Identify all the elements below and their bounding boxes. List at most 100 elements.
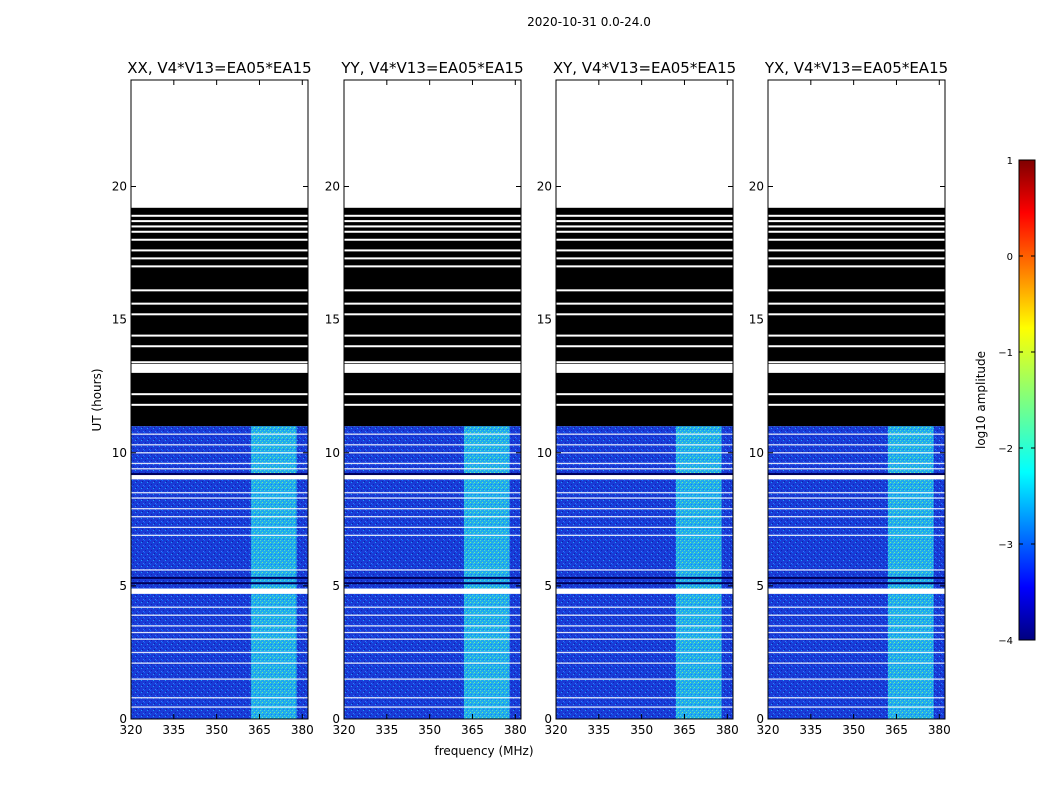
data-gap-line bbox=[768, 492, 945, 494]
data-gap-line bbox=[344, 497, 521, 499]
data-gap-line bbox=[131, 492, 308, 494]
gap-band bbox=[768, 364, 945, 373]
gap-line bbox=[768, 238, 945, 241]
flagged-region bbox=[768, 207, 945, 427]
data-gap-line bbox=[768, 678, 945, 680]
data-gap-line bbox=[344, 433, 521, 435]
data-gap-line bbox=[768, 462, 945, 465]
data-gap-line bbox=[768, 606, 945, 608]
data-gap-line bbox=[768, 497, 945, 499]
x-tick-label: 365 bbox=[885, 723, 908, 737]
data-gap-line bbox=[768, 534, 945, 536]
gap-line bbox=[344, 289, 521, 292]
gap-line bbox=[768, 334, 945, 337]
gap-line bbox=[768, 313, 945, 316]
x-tick-label: 380 bbox=[504, 723, 527, 737]
dark-line bbox=[768, 576, 945, 579]
gap-band bbox=[556, 364, 733, 373]
data-gap-line bbox=[556, 625, 733, 627]
data-gap-line bbox=[131, 534, 308, 536]
data-gap-line bbox=[556, 638, 733, 640]
gap-line bbox=[344, 313, 521, 316]
data-gap-line bbox=[131, 462, 308, 465]
x-tick-label: 380 bbox=[928, 723, 951, 737]
data-gap-line bbox=[768, 516, 945, 518]
panel-0: XX, V4*V13=EA05*EA15 320 335 350 365 380 0 5 10 1… bbox=[112, 59, 314, 737]
gap-line bbox=[344, 403, 521, 406]
gap-line bbox=[768, 230, 945, 233]
data-gap-line bbox=[556, 492, 733, 494]
gap-line bbox=[344, 225, 521, 228]
gap-line bbox=[556, 214, 733, 217]
gap-line bbox=[344, 257, 521, 260]
data-gap-line bbox=[556, 452, 733, 454]
data-gap-line bbox=[131, 625, 308, 627]
data-gap-line bbox=[556, 697, 733, 699]
y-tick-label: 20 bbox=[749, 180, 764, 194]
gap-line bbox=[556, 403, 733, 406]
x-tick-label: 380 bbox=[291, 723, 314, 737]
gap-line bbox=[768, 361, 945, 364]
x-tick-label: 365 bbox=[461, 723, 484, 737]
gap-line bbox=[131, 238, 308, 241]
gap-line bbox=[344, 302, 521, 305]
gap-line bbox=[344, 238, 521, 241]
y-tick-label: 20 bbox=[112, 180, 127, 194]
dark-line bbox=[131, 576, 308, 579]
panel-frame bbox=[555, 79, 734, 720]
panel-frame bbox=[130, 79, 309, 720]
gap-line bbox=[131, 249, 308, 252]
x-tick-label: 350 bbox=[630, 723, 653, 737]
data-gap-line bbox=[556, 468, 733, 470]
gap-line bbox=[131, 220, 308, 223]
gap-line bbox=[344, 345, 521, 348]
panels: XX, V4*V13=EA05*EA15 320 335 350 365 380 0 5 10 1… bbox=[112, 59, 951, 737]
gap-line bbox=[344, 220, 521, 223]
gap-line bbox=[768, 403, 945, 406]
panel-title: XX, V4*V13=EA05*EA15 bbox=[127, 59, 311, 77]
y-tick-label: 0 bbox=[756, 712, 764, 726]
gap-band bbox=[344, 588, 521, 594]
x-tick-label: 350 bbox=[842, 723, 865, 737]
data-gap-line bbox=[556, 516, 733, 518]
y-tick-label: 0 bbox=[332, 712, 340, 726]
data-gap-line bbox=[556, 508, 733, 510]
gap-line bbox=[556, 265, 733, 268]
panel-title: YX, V4*V13=EA05*EA15 bbox=[764, 59, 948, 77]
gap-line bbox=[131, 345, 308, 348]
data-gap-line bbox=[344, 569, 521, 571]
data-gap-line bbox=[344, 452, 521, 454]
colorbar: 1 0 −1 −2 −3 −4 log10 amplitude bbox=[974, 156, 1036, 647]
data-gap-line bbox=[131, 433, 308, 435]
dark-line bbox=[131, 473, 308, 476]
gap-line bbox=[768, 249, 945, 252]
flagged-region bbox=[344, 207, 521, 427]
data-gap-line bbox=[344, 534, 521, 536]
panel-2: XY, V4*V13=EA05*EA15 320 335 350 365 380 0 5 10 1… bbox=[537, 59, 739, 737]
x-tick-label: 350 bbox=[418, 723, 441, 737]
rfi-band bbox=[250, 426, 297, 719]
gap-line bbox=[131, 393, 308, 396]
y-tick-label: 15 bbox=[325, 313, 340, 327]
data-gap-line bbox=[344, 462, 521, 465]
colorbar-tick-label: 0 bbox=[1007, 252, 1013, 263]
data-gap-line bbox=[344, 444, 521, 446]
gap-line bbox=[131, 334, 308, 337]
gap-line bbox=[556, 393, 733, 396]
y-axis-label: UT (hours) bbox=[90, 368, 104, 431]
colorbar-tick-label: −1 bbox=[998, 348, 1013, 359]
data-gap-line bbox=[344, 606, 521, 608]
data-gap-line bbox=[556, 497, 733, 499]
data-gap-line bbox=[768, 452, 945, 454]
x-tick-label: 320 bbox=[545, 723, 568, 737]
data-gap-line bbox=[344, 662, 521, 664]
y-tick-label: 5 bbox=[332, 579, 340, 593]
data-gap-line bbox=[768, 638, 945, 640]
gap-line bbox=[556, 302, 733, 305]
data-gap-line bbox=[344, 678, 521, 680]
data-gap-line bbox=[768, 468, 945, 470]
gap-band bbox=[768, 588, 945, 594]
gap-band bbox=[556, 474, 733, 480]
gap-line bbox=[768, 214, 945, 217]
colorbar-label: log10 amplitude bbox=[974, 351, 988, 449]
